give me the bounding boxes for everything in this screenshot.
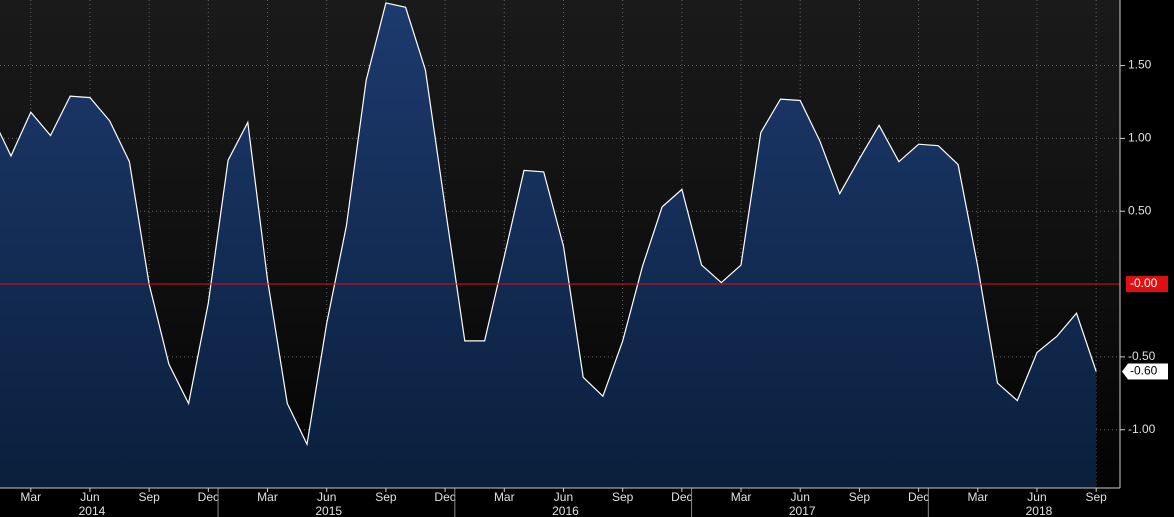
x-tick-label: Jun (80, 490, 99, 504)
reference-label-box (1126, 276, 1168, 293)
year-label: 2014 (79, 504, 106, 517)
x-tick-label: Mar (257, 490, 278, 504)
x-tick-label: Sep (138, 490, 160, 504)
x-tick-label: Sep (375, 490, 397, 504)
area-line (0, 2, 1097, 447)
x-tick-label: Mar (20, 490, 41, 504)
reference-label: -0.00 (1130, 276, 1158, 290)
x-tick-label: Dec (198, 490, 219, 504)
area-fill (0, 2, 1097, 488)
y-tick-label: -0.50 (1128, 349, 1156, 363)
x-tick-label: Sep (849, 490, 871, 504)
x-tick-label: Mar (494, 490, 515, 504)
x-tick-label: Dec (908, 490, 929, 504)
x-tick-label: Jun (1027, 490, 1046, 504)
year-label: 2017 (789, 504, 816, 517)
value-label-box (1122, 363, 1168, 380)
x-tick-label: Jun (791, 490, 810, 504)
y-tick-label: 1.00 (1128, 131, 1152, 145)
y-tick-label: 1.50 (1128, 58, 1152, 72)
x-tick-label: Mar (967, 490, 988, 504)
y-tick-label: -1.00 (1128, 422, 1156, 436)
x-tick-label: Dec (434, 490, 455, 504)
x-tick-label: Sep (612, 490, 634, 504)
year-label: 2015 (315, 504, 342, 517)
x-tick-label: Jun (317, 490, 336, 504)
value-label: -0.60 (1130, 364, 1158, 378)
y-tick-label: 0.50 (1128, 203, 1152, 217)
year-label: 2016 (552, 504, 579, 517)
year-label: 2018 (1026, 504, 1053, 517)
x-tick-label: Sep (1086, 490, 1108, 504)
x-tick-label: Mar (731, 490, 752, 504)
x-tick-label: Dec (671, 490, 692, 504)
x-tick-label: Jun (554, 490, 573, 504)
